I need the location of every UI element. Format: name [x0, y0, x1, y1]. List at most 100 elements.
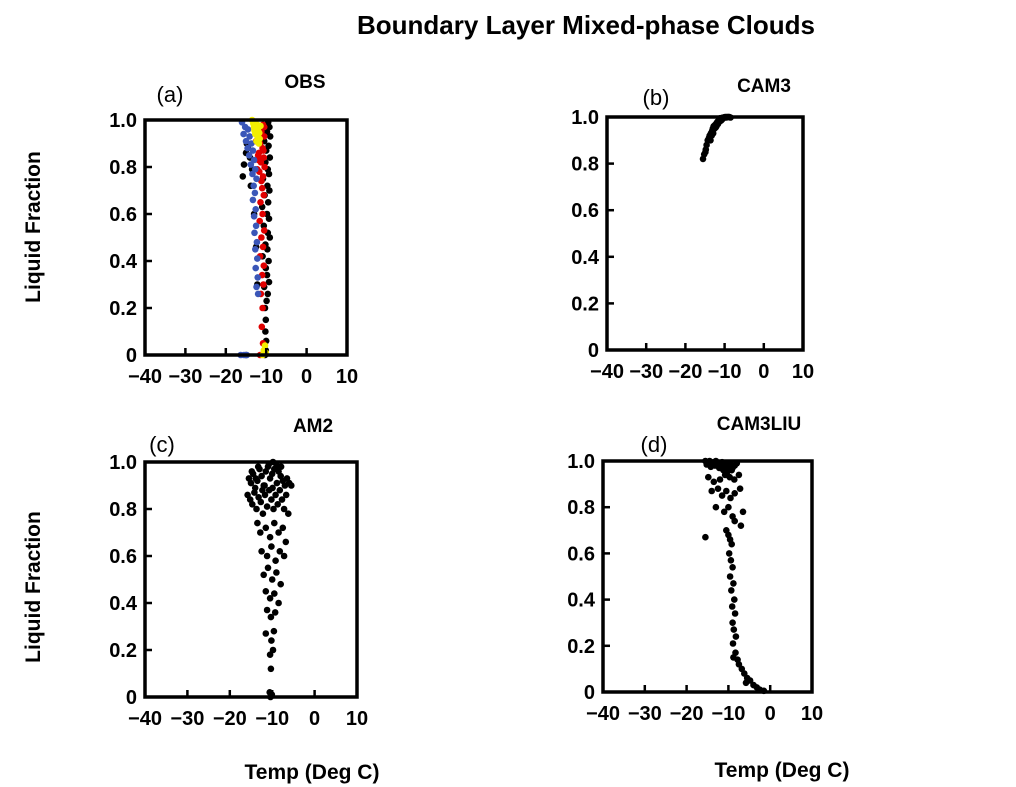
data-point: [264, 564, 272, 572]
y-tick-label: 1.0: [109, 452, 137, 474]
data-point: [708, 487, 715, 495]
y-tick-label: 0.8: [109, 499, 137, 521]
data-point: [727, 557, 735, 564]
data-point: [253, 255, 261, 262]
data-point: [734, 656, 741, 663]
panel-c-am2: AM2 (c) −40 −30 −20 −10 0 10 0 0.2 0.4 0.6 0.8 1.0: [109, 416, 368, 730]
data-point: [252, 222, 260, 230]
panel-d-cam3liu: CAM3LIU (d) −40 −30 −20 −10 0 10 0 0.2 0.4 0.6 0.8 1.…: [567, 414, 823, 725]
data-point: [273, 479, 281, 487]
data-point: [250, 156, 258, 164]
data-point: [725, 503, 732, 511]
data-point: [731, 476, 738, 483]
plot-frame: [143, 118, 349, 357]
data-point: [280, 552, 288, 560]
y-tick-label: 0.4: [109, 251, 138, 273]
y-axis-label-top: Liquid Fraction: [22, 151, 45, 303]
x-tick-label: 10: [792, 361, 814, 383]
data-point: [275, 529, 282, 536]
data-point: [258, 184, 266, 192]
data-point: [257, 529, 264, 536]
data-point: [263, 271, 271, 279]
panel-title: CAM3LIU: [717, 414, 801, 435]
data-point: [276, 486, 284, 494]
data-point: [731, 610, 739, 617]
data-point: [244, 144, 251, 152]
data-point: [725, 550, 733, 557]
data-point: [253, 132, 261, 139]
data-point: [254, 274, 261, 281]
x-tick-label: −30: [628, 703, 662, 725]
x-tick-label: 0: [301, 366, 312, 388]
data-point: [253, 283, 260, 291]
data-point: [282, 538, 290, 546]
y-tick-label: 0.4: [109, 593, 138, 615]
y-tick-label: 0: [588, 340, 599, 362]
data-point: [258, 234, 265, 241]
data-point: [249, 501, 256, 508]
x-tick-label: −10: [249, 366, 283, 388]
data-point: [247, 479, 255, 487]
panel-letter: (c): [149, 432, 175, 457]
data-point: [266, 533, 274, 541]
data-point: [248, 140, 255, 147]
data-point: [710, 478, 718, 486]
data-point: [249, 196, 257, 204]
y-tick-label: 0.8: [571, 154, 599, 176]
data-point: [259, 210, 266, 218]
x-axis-label-left: Temp (Deg C): [245, 761, 380, 784]
data-point: [254, 290, 262, 298]
data-point: [258, 472, 265, 480]
data-point: [278, 496, 286, 503]
data-point: [265, 170, 273, 178]
data-point: [251, 489, 258, 496]
data-point: [240, 161, 248, 168]
data-point: [728, 466, 735, 474]
x-tick-label: −40: [586, 703, 620, 725]
panel-title: OBS: [284, 72, 325, 93]
data-point: [253, 238, 261, 246]
data-point: [263, 297, 270, 305]
data-point: [245, 152, 253, 159]
data-point: [723, 487, 730, 495]
data-point: [731, 490, 738, 497]
data-point: [270, 505, 277, 513]
data-point: [269, 646, 277, 654]
data-point: [282, 491, 290, 499]
data-point: [267, 613, 275, 621]
data-point: [732, 633, 740, 640]
data-point: [714, 485, 722, 493]
data-point: [258, 177, 265, 185]
data-point: [264, 199, 272, 206]
data-point: [265, 257, 272, 265]
x-tick-label: −20: [670, 703, 704, 725]
data-point: [716, 476, 724, 483]
data-point: [263, 503, 271, 510]
x-tick-label: 10: [801, 703, 823, 725]
data-point: [272, 491, 279, 499]
data-point: [730, 580, 737, 587]
data-point: [257, 199, 264, 206]
y-tick-label: 0: [126, 687, 137, 709]
data-point: [253, 175, 260, 183]
data-point: [726, 573, 734, 580]
data-point: [736, 485, 744, 493]
data-point: [263, 606, 271, 614]
data-point: [249, 170, 256, 178]
data-point: [261, 342, 269, 349]
data-point: [254, 152, 262, 159]
data-point: [731, 596, 738, 603]
data-point: [259, 304, 266, 312]
plot-frame: [601, 459, 814, 694]
y-tick-label: 0.2: [109, 298, 137, 320]
y-tick-label: 0.2: [571, 293, 599, 315]
panel-letter: (d): [641, 432, 668, 457]
data-point: [262, 630, 270, 637]
data-point: [255, 140, 263, 147]
x-tick-label: −10: [711, 703, 745, 725]
data-point: [262, 588, 270, 595]
data-point: [275, 599, 282, 607]
data-point: [254, 519, 261, 527]
data-point: [735, 471, 743, 479]
data-point: [729, 640, 737, 647]
